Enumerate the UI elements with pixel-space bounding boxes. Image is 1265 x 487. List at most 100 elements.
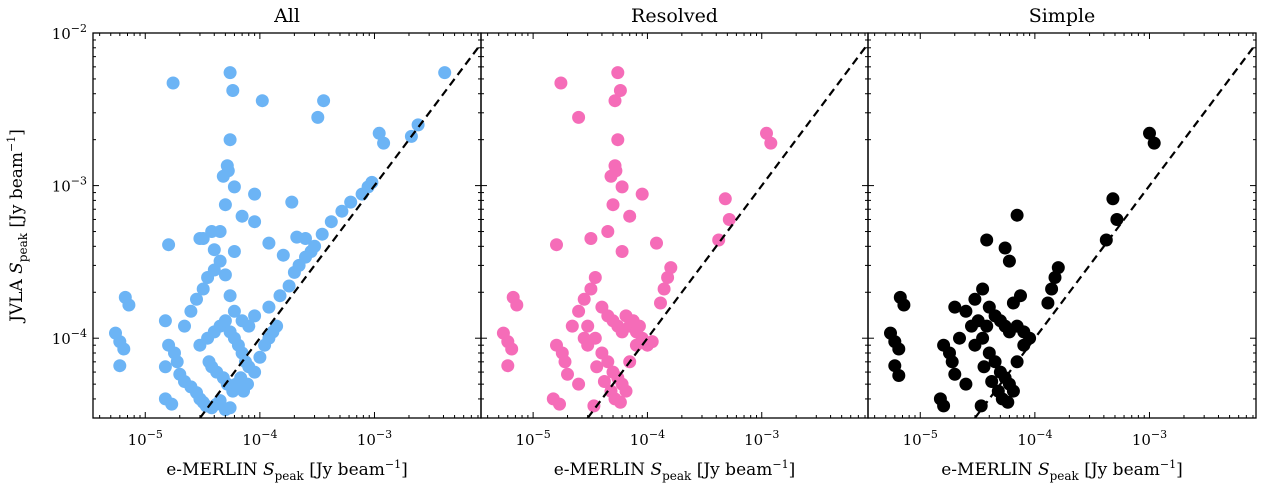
scatter-point — [645, 335, 659, 349]
x-tick-label: 10−3 — [357, 428, 392, 449]
scatter-point — [207, 243, 221, 257]
x-tick-label: 10−3 — [1132, 428, 1167, 449]
panel-resolved: 10−5 10−4 10−3 Resolved — [480, 5, 869, 449]
scatter-point — [501, 359, 515, 373]
scatter-point — [1017, 338, 1031, 352]
scatter-point — [613, 395, 627, 409]
x-axis-label: e-MERLIN Speak [Jy beam−1] — [941, 458, 1183, 483]
scatter-point — [166, 76, 180, 90]
scatter-point — [565, 319, 579, 333]
scatter-point — [998, 241, 1012, 255]
scatter-point — [937, 399, 951, 413]
scatter-point — [577, 292, 591, 306]
scatter-points — [884, 126, 1161, 413]
scatter-point — [615, 245, 629, 258]
scatter-point — [897, 298, 911, 312]
scatter-point — [1143, 126, 1156, 140]
panel-title: All — [273, 5, 300, 27]
scatter-point — [315, 227, 329, 241]
scatter-point — [248, 365, 262, 379]
scatter-point — [558, 355, 572, 369]
scatter-point — [590, 360, 604, 374]
scatter-point — [1002, 254, 1016, 268]
scatter-point — [438, 66, 452, 80]
scatter-point — [764, 136, 778, 150]
x-tick-label: 10−5 — [903, 428, 938, 449]
scatter-point — [980, 319, 994, 333]
scatter-point — [377, 136, 391, 150]
scatter-point — [619, 309, 633, 323]
scatter-point — [553, 397, 566, 411]
scatter-point — [601, 225, 615, 238]
scatter-point — [372, 126, 386, 140]
scatter-point — [170, 355, 184, 369]
scatter-point — [255, 94, 269, 108]
scatter-point — [355, 187, 369, 201]
plot-frame — [92, 32, 482, 419]
scatter-point — [892, 369, 906, 382]
scatter-point — [317, 94, 331, 108]
scatter-point — [193, 232, 207, 245]
scatter-point — [223, 66, 237, 80]
scatter-point — [977, 360, 991, 374]
scatter-point — [1051, 261, 1065, 275]
scatter-point — [588, 331, 602, 345]
scatter-point — [584, 232, 598, 245]
plot-frame — [867, 32, 1257, 419]
scatter-point — [178, 319, 191, 333]
scatter-point — [262, 300, 276, 314]
scatter-point — [226, 84, 240, 97]
scatter-point — [213, 254, 227, 268]
scatter-point — [227, 245, 241, 258]
scatter-point — [158, 360, 172, 374]
panel-all: 10−5 10−4 10−3 All 10−4 10−3 10−2 — [52, 5, 482, 449]
scatter-point — [550, 238, 563, 252]
scatter-point — [223, 401, 237, 415]
scatter-point — [974, 399, 988, 413]
scatter-point — [308, 239, 322, 253]
scatter-point — [1110, 213, 1124, 226]
scatter-point — [1106, 192, 1120, 206]
scatter-point — [273, 289, 287, 303]
scatter-point — [654, 296, 667, 310]
scatter-point — [988, 355, 1002, 369]
plot-frame — [480, 32, 869, 419]
scatter-point — [344, 195, 358, 209]
scatter-point — [945, 355, 959, 369]
x-tick-label: 10−3 — [744, 428, 779, 449]
scatter-point — [1048, 271, 1062, 284]
ticks — [93, 32, 481, 419]
scatter-point — [253, 350, 267, 364]
scatter-point — [196, 282, 210, 296]
scatter-point — [311, 110, 325, 124]
scatter-point — [722, 213, 736, 226]
scatter-point — [1006, 296, 1020, 310]
scatter-point — [262, 236, 276, 250]
scatter-point — [270, 319, 284, 333]
scatter-point — [959, 377, 973, 391]
one-to-one-line — [586, 43, 868, 418]
scatter-point — [613, 84, 627, 97]
scatter-point — [510, 298, 524, 312]
scatter-point — [712, 233, 726, 247]
scatter-point — [584, 282, 598, 296]
x-tick-label: 10−5 — [515, 428, 550, 449]
scatter-point — [597, 375, 611, 388]
scatter-point — [601, 355, 615, 369]
scatter-point — [985, 375, 999, 388]
scatter-point — [604, 169, 618, 183]
scatter-point — [242, 319, 256, 333]
scatter-point — [162, 238, 176, 252]
scatter-point — [892, 342, 906, 356]
scatter-point — [1006, 384, 1020, 398]
scatter-point — [218, 314, 232, 328]
scatter-point — [117, 342, 131, 356]
scatter-point — [615, 180, 629, 194]
scatter-point — [635, 187, 649, 201]
scatter-point — [113, 359, 127, 373]
one-to-one-line — [974, 43, 1256, 418]
x-axis-label: e-MERLIN Speak [Jy beam−1] — [554, 458, 796, 483]
axis-labels: e-MERLIN Speak [Jy beam−1] e-MERLIN Speak… — [5, 129, 1183, 483]
scatter-point — [1041, 296, 1055, 310]
scatter-point — [606, 198, 620, 212]
